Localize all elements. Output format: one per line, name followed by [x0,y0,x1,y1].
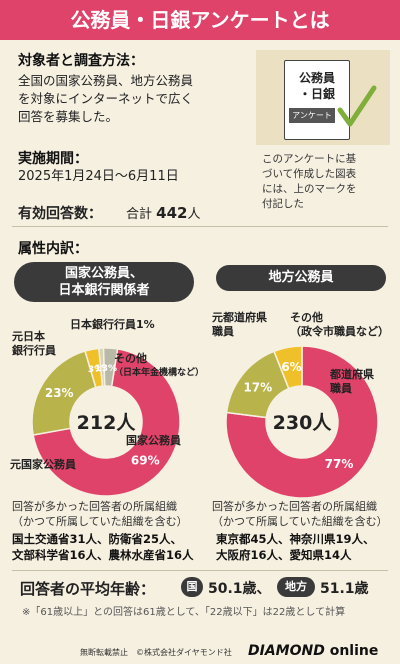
brand-sub: online [329,643,379,659]
badge-line1: 公務員 [298,71,335,85]
national-age: 50.1歳、 [208,581,271,597]
label-other-sub: （政令市職員など） [290,325,389,338]
slice-percent-label: 1% [95,364,110,374]
avg-age-note: ※「61歳以上」との回答は61歳として、「22歳以下」は22歳として計算 [22,607,346,618]
donut-charts: 69% 23% 3%1%3% 212人 77% 17% 6% 230人 [31,345,379,499]
local-group-pill: 地方公務員 [216,265,386,291]
org-line: 大阪府16人、愛知県14人 [216,548,352,562]
label-other-sub: （日本年金機構など） [114,368,205,378]
org-data-local: 東京都45人、神奈川県19人、 大阪府16人、愛知県14人 [216,531,375,563]
note-line: （かつて所属していた組織を含む） [212,515,388,528]
label-former-pref: 元都道府県 職員 [212,311,267,339]
note-line: 付記した [262,198,304,210]
avg-age-label: 回答者の平均年齢： [20,580,156,598]
subjects-body: 全国の国家公務員、地方公務員 を対象にインターネットで広く 回答を募集した。 [18,72,193,126]
survey-mark-badge: 公務員 ・日銀 アンケート [284,60,350,140]
period-title: 実施期間： [18,151,88,167]
org-note-local: 回答が多かった回答者の所属組織 （かつて所属していた組織を含む） [212,499,388,529]
page-title: 公務員・日銀アンケートとは [0,0,400,40]
total-unit: 人 [187,207,201,222]
brand-logo: DIAMOND online [248,643,378,659]
subjects-line: 回答を募集した。 [18,109,119,124]
attributes-title: 属性内訳： [18,241,88,257]
brand-main: DIAMOND [248,643,325,659]
donut-center-label: 230人 [273,412,333,434]
label-line: 元都道府県 [212,311,267,324]
slice-percent-label: 17% [243,381,272,395]
pill-line: 地方公務員 [268,270,334,285]
label-kokka: 国家公務員 [126,434,181,447]
total-value: 合計 442人 [126,203,200,222]
donut-slice [32,348,181,497]
org-line: 東京都45人、神奈川県19人、 [216,532,375,546]
org-line: 国土交通省31人、防衛省25人、 [12,532,183,546]
donut-slice [273,345,303,390]
national-group-pill: 国家公務員、 日本銀行関係者 [14,262,194,302]
org-data-national: 国土交通省31人、防衛省25人、 文部科学省16人、農林水産省16人 [12,531,194,563]
local-tag: 地方 [277,577,315,597]
subjects-title: 対象者と調査方法： [18,53,144,69]
note-line: 回答が多かった回答者の所属組織 [12,500,177,513]
period-value: 2025年1月24日～6月11日 [18,169,179,184]
badge-line3: アンケート [289,108,335,123]
org-note-national: 回答が多かった回答者の所属組織 （かつて所属していた組織を含む） [12,499,188,529]
subjects-line: を対象にインターネットで広く [18,91,194,106]
donut-slice [225,345,379,499]
label-other-local: その他 （政令市職員など） [290,311,389,339]
slice-percent-label: 23% [45,386,74,400]
label-line: 銀行行員 [12,344,56,357]
donut-slice [31,350,97,436]
total-number: 442 [156,204,188,222]
label-other-main: その他 [114,352,147,365]
local-age: 51.1歳 [320,581,369,597]
divider [12,226,388,227]
subjects-line: 全国の国家公務員、地方公務員 [18,73,194,88]
note-line: には、上のマークを [262,183,357,195]
label-other-national: その他 （日本年金機構など） [114,352,204,380]
note-line: 回答が多かった回答者の所属組織 [212,500,377,513]
slice-percent-label: 3% [102,364,117,374]
label-line: 職員 [330,382,352,395]
survey-mark-note: このアンケートに基 づいて作成した図表 には、上のマークを 付記した [262,152,390,212]
slice-percent-label: 77% [325,457,354,471]
slice-percent-label: 3% [88,365,103,375]
slice-percent-label: 69% [131,454,160,468]
label-former-kokka: 元国家公務員 [10,458,76,471]
donut-slice [102,347,119,388]
label-line: 元日本 [12,330,45,343]
label-line: 職員 [212,325,234,338]
org-line: 文部科学省16人、農林水産省16人 [12,548,194,562]
badge-line2: ・日銀 [298,87,335,101]
total-prefix: 合計 [126,207,153,222]
note-line: このアンケートに基 [262,153,357,165]
donut-center-label: 212人 [77,412,137,434]
label-boj-text: 日本銀行行員 [70,318,136,331]
label-former-boj: 元日本 銀行行員 [12,330,56,358]
label-other-main: その他 [290,311,323,324]
note-line: づいて作成した図表 [262,168,357,180]
total-label: 有効回答数： [18,206,102,222]
checkmark-icon [337,85,377,127]
footer: 無断転載禁止 ©株式会社ダイヤモンド社 DIAMOND online [0,640,400,664]
slice-percent-label: 6% [281,360,301,374]
copyright: 無断転載禁止 ©株式会社ダイヤモンド社 [80,648,232,657]
pill-line: 日本銀行関係者 [58,283,150,298]
national-tag: 国 [181,577,203,597]
survey-mark-box: 公務員 ・日銀 アンケート [256,50,390,145]
pill-line: 国家公務員、 [64,266,143,281]
divider [12,570,388,571]
label-boj-pct: 1% [136,318,155,331]
label-boj: 日本銀行行員1% [70,318,155,332]
label-pref: 都道府県 職員 [330,368,374,396]
note-line: （かつて所属していた組織を含む） [12,515,188,528]
label-line: 都道府県 [330,368,374,381]
